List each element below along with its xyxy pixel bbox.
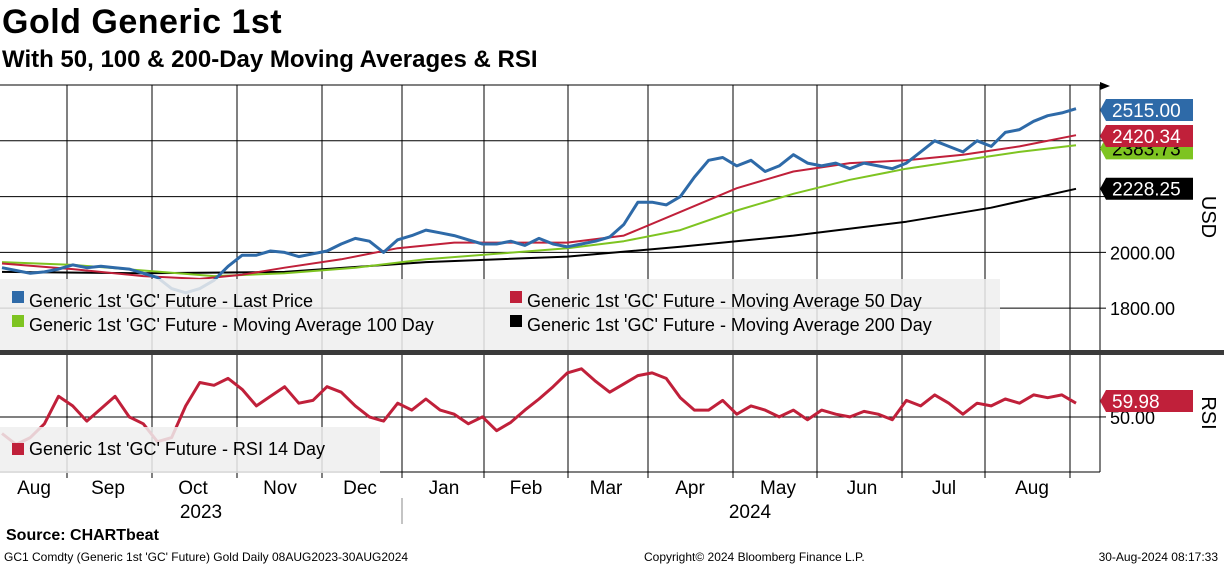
rsi-ytick-label: 50.00: [1110, 408, 1155, 428]
footer-ticker-info: GC1 Comdty (Generic 1st 'GC' Future) Gol…: [4, 550, 409, 564]
rsi-value-tag-bg: [1100, 390, 1193, 412]
x-month-label: May: [760, 478, 796, 499]
legend-label-ma50: Generic 1st 'GC' Future - Moving Average…: [527, 291, 922, 311]
series-line-price: [1, 107, 1077, 295]
ma50-value-tag-bg: [1100, 125, 1193, 147]
legend-swatch-price: [12, 291, 24, 303]
x-month-label: Apr: [675, 478, 705, 499]
x-month-label: Mar: [590, 478, 623, 499]
price-axis-title: USD: [1197, 196, 1219, 238]
x-month-label: Jun: [847, 478, 878, 499]
rsi-value-tag: 59.98: [1100, 390, 1193, 413]
x-month-label: Jan: [429, 478, 460, 499]
footer-copyright: Copyright© 2024 Bloomberg Finance L.P.: [644, 550, 865, 564]
series-line-rsi: [1, 367, 1077, 446]
rsi-axis-title: RSI: [1197, 396, 1219, 429]
legend-swatch-ma100: [12, 315, 24, 327]
rsi-value-tag-value: 59.98: [1112, 392, 1160, 413]
series-line-ma50: [1, 134, 1077, 280]
panel-divider: [0, 350, 1224, 355]
series-line-ma100: [1, 144, 1077, 278]
price-ytick-label: 1800.00: [1110, 299, 1175, 319]
series-line-ma200: [1, 187, 1077, 275]
x-month-label: Dec: [343, 478, 377, 499]
price-ytick-label: 2000.00: [1110, 243, 1175, 263]
legend-label-ma100: Generic 1st 'GC' Future - Moving Average…: [29, 315, 434, 335]
x-month-label: Oct: [178, 478, 208, 499]
legend-label-rsi: Generic 1st 'GC' Future - RSI 14 Day: [29, 439, 325, 459]
legend-swatch-ma200: [510, 315, 522, 327]
price-value-tag-value: 2515.00: [1112, 101, 1181, 122]
axis-arrow-icon: [1100, 82, 1110, 90]
source-note: Source: CHARTbeat: [6, 527, 159, 544]
chart-title: Gold Generic 1st: [2, 3, 283, 41]
ma200-value-tag: 2228.25: [1100, 177, 1193, 201]
legend-swatch-rsi: [12, 443, 24, 455]
x-month-label: Jul: [932, 478, 956, 499]
legend-swatch-ma50: [510, 291, 522, 303]
x-month-label: Feb: [510, 478, 543, 499]
x-year-label: 2023: [180, 502, 222, 523]
footer-timestamp: 30-Aug-2024 08:17:33: [1098, 550, 1218, 564]
x-month-label: Sep: [91, 478, 125, 499]
price-legend-box: [0, 279, 1000, 350]
x-month-label: Aug: [1015, 478, 1049, 499]
ma200-value-tag-bg: [1100, 177, 1193, 200]
legend-label-price: Generic 1st 'GC' Future - Last Price: [29, 291, 313, 311]
price-value-tag-bg: [1100, 99, 1193, 121]
x-month-label: Aug: [17, 478, 51, 499]
chart-subtitle: With 50, 100 & 200-Day Moving Averages &…: [2, 46, 538, 73]
x-year-label: 2024: [729, 502, 772, 523]
ma200-value-tag-value: 2228.25: [1112, 180, 1181, 201]
rsi-legend-box: [0, 427, 380, 473]
legend-label-ma200: Generic 1st 'GC' Future - Moving Average…: [527, 315, 932, 335]
ma50-value-tag-value: 2420.34: [1112, 127, 1181, 148]
x-month-label: Nov: [263, 478, 297, 499]
price-value-tag: 2515.00: [1100, 99, 1193, 122]
ma50-value-tag: 2420.34: [1100, 125, 1193, 148]
